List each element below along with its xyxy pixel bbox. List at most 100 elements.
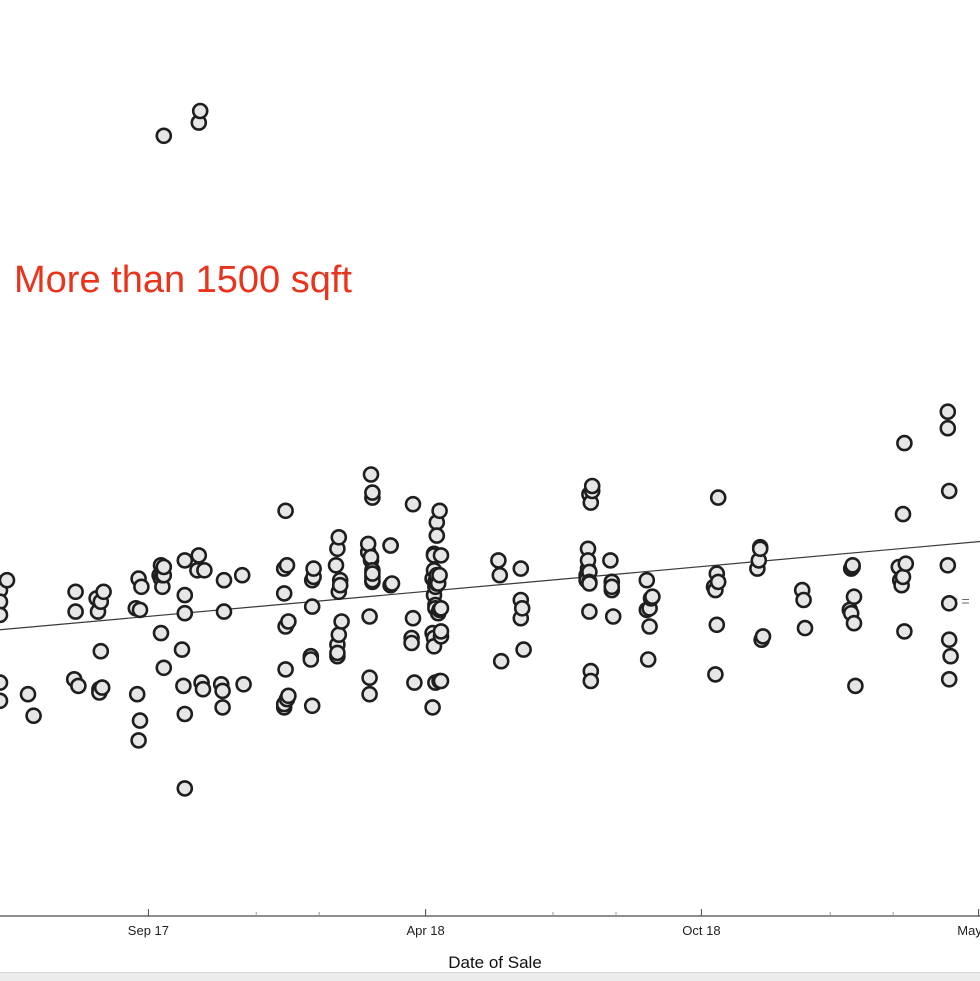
data-point (131, 601, 149, 619)
data-point (25, 707, 42, 725)
data-point (303, 697, 321, 715)
data-point (214, 699, 231, 716)
data-point (940, 631, 958, 649)
data-point (133, 578, 150, 596)
data-point (406, 674, 423, 691)
data-point (641, 618, 658, 635)
data-point (432, 547, 450, 564)
data-point (0, 692, 9, 710)
data-point (173, 641, 191, 658)
data-point (638, 571, 656, 589)
data-point (404, 495, 422, 513)
data-point (176, 552, 194, 569)
data-point (361, 608, 378, 625)
x-tick-label: Sep 17 (128, 923, 169, 938)
data-point (940, 670, 958, 688)
data-point (513, 599, 531, 617)
data-point (277, 502, 294, 520)
data-point (897, 555, 915, 573)
data-point (382, 537, 399, 554)
data-point (491, 566, 509, 584)
data-point (215, 603, 233, 620)
data-point (939, 419, 957, 437)
data-point (644, 588, 661, 606)
x-tick-label: Apr 18 (406, 923, 444, 938)
data-point (707, 666, 724, 683)
x-tick-label: May 19 (957, 923, 980, 938)
data-point (215, 571, 233, 589)
data-point (275, 585, 293, 602)
data-point (432, 672, 450, 690)
data-point (939, 403, 957, 421)
data-point (0, 593, 9, 610)
data-point (581, 603, 598, 620)
data-point (327, 556, 345, 574)
data-point (709, 489, 727, 506)
data-point (280, 613, 297, 630)
data-point (796, 619, 814, 637)
data-point (152, 624, 170, 642)
data-point (176, 705, 194, 723)
data-point (795, 591, 812, 609)
data-point (403, 634, 420, 652)
data-point (515, 641, 532, 658)
data-point (894, 505, 912, 523)
data-point (490, 552, 507, 569)
data-point (333, 613, 350, 630)
data-point (233, 566, 251, 584)
data-point (280, 687, 297, 705)
data-point (277, 661, 294, 678)
data-point (130, 732, 147, 749)
data-point (364, 565, 381, 582)
data-point (175, 677, 192, 695)
data-point (359, 535, 377, 553)
data-point (431, 502, 448, 520)
data-point (709, 573, 727, 591)
data-point (302, 651, 320, 668)
data-point (235, 675, 252, 693)
data-point (602, 552, 619, 569)
data-point (196, 561, 213, 579)
data-point (512, 560, 530, 577)
data-point (894, 568, 912, 586)
data-point (844, 556, 861, 574)
annotation-label: More than 1500 sqft (14, 259, 352, 301)
data-point (191, 102, 209, 120)
data-point (424, 699, 441, 716)
data-point (751, 540, 769, 558)
data-point (754, 628, 772, 645)
data-point (305, 560, 322, 577)
data-point (0, 606, 9, 624)
data-point (940, 482, 958, 500)
data-point (190, 547, 208, 564)
x-axis-title: Date of Sale (448, 953, 542, 972)
data-point (92, 642, 110, 660)
data-point (0, 674, 9, 691)
data-point (362, 548, 380, 566)
data-point (331, 576, 349, 594)
data-point (155, 127, 173, 145)
data-point (604, 608, 622, 625)
data-point (194, 680, 212, 698)
data-point (176, 780, 194, 797)
data-point (95, 583, 112, 601)
data-point (942, 647, 959, 665)
data-point (845, 588, 863, 606)
data-point (708, 616, 726, 634)
data-point (329, 644, 346, 662)
data-point (155, 558, 173, 576)
data-point (19, 685, 37, 703)
data-point (214, 682, 231, 700)
data-point (155, 659, 173, 677)
data-point (67, 583, 84, 601)
data-point (67, 603, 84, 620)
data-point (330, 626, 348, 644)
data-point (940, 594, 958, 612)
points-layer (0, 102, 959, 797)
data-point (492, 652, 510, 670)
data-point (896, 434, 913, 452)
x-tick-label: Oct 18 (682, 923, 720, 938)
data-point (361, 685, 378, 703)
data-point (404, 609, 422, 627)
